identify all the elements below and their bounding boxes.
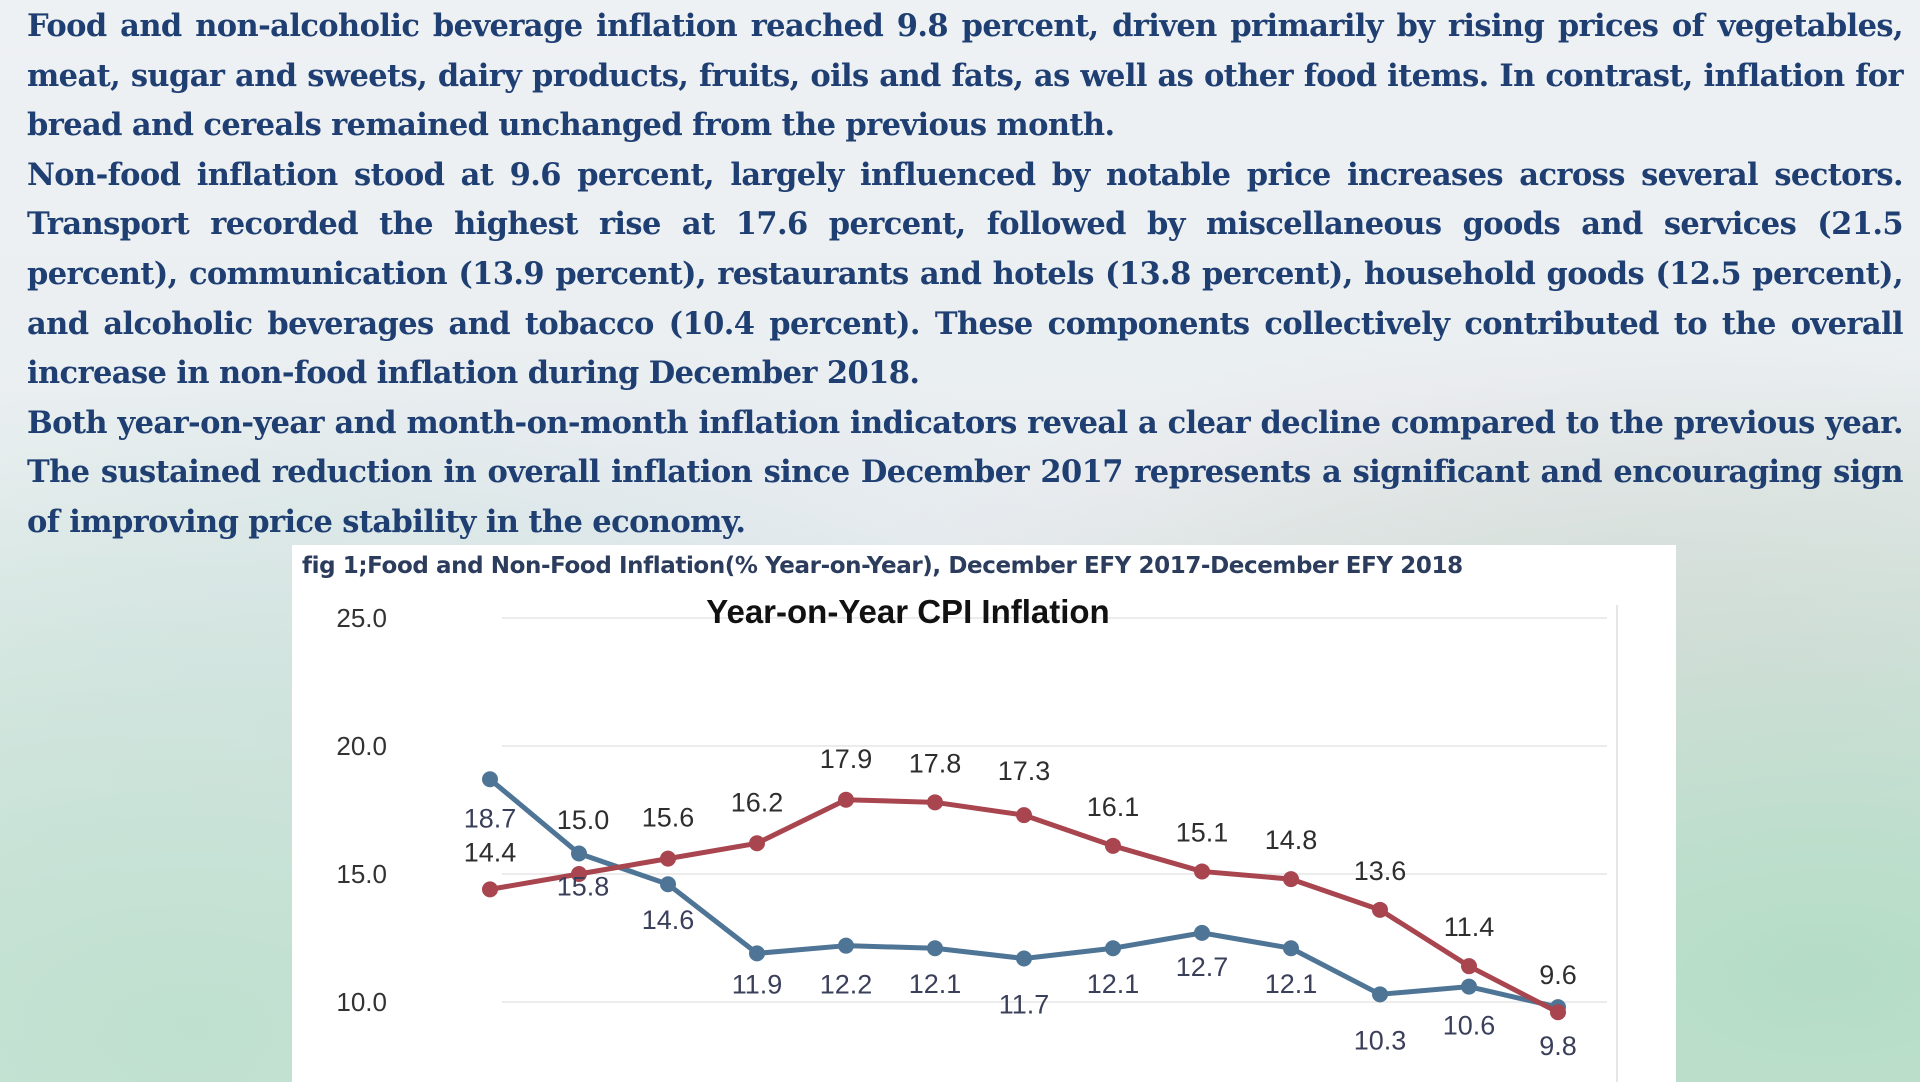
data-point	[1194, 924, 1210, 941]
data-point	[1461, 978, 1477, 995]
y-tick-label: 25.0	[336, 603, 387, 633]
data-point	[482, 881, 498, 898]
data-point	[660, 876, 676, 893]
data-point	[1016, 807, 1032, 824]
line-chart: 25.0 20.0 15.0 10.0 Year-on-Year CPI Inflat…	[336, 593, 1618, 1082]
data-point	[1283, 871, 1299, 888]
data-point	[1194, 863, 1210, 880]
series-group	[482, 771, 1566, 1021]
data-label: 11.9	[732, 969, 783, 999]
data-label: 12.7	[1176, 952, 1229, 982]
data-point	[660, 850, 676, 867]
data-label: 10.6	[1443, 1011, 1496, 1041]
y-tick-label: 10.0	[336, 987, 387, 1017]
data-label: 12.1	[909, 969, 962, 999]
data-label: 12.1	[1265, 969, 1318, 999]
data-point	[1016, 950, 1032, 967]
series-food	[482, 771, 1566, 1016]
data-label: 16.2	[731, 787, 784, 817]
data-labels: 18.7 15.8 14.6 11.9 12.2 12.1 11.7 12.1 12.7 12.1…	[464, 744, 1577, 1061]
series-non-food	[482, 791, 1566, 1021]
paragraph-inflation-trend: Both year-on-year and month-on-month inf…	[27, 404, 1904, 540]
data-label: 15.0	[557, 805, 610, 835]
data-point	[1105, 940, 1121, 957]
paragraph-nonfood-inflation: Non-food inflation stood at 9.6 percent,…	[27, 156, 1904, 392]
data-point	[1550, 1004, 1566, 1021]
data-label: 14.6	[642, 905, 695, 935]
data-label: 13.6	[1354, 856, 1407, 886]
y-tick-label: 15.0	[336, 859, 387, 889]
y-tick-label: 20.0	[336, 731, 387, 761]
figure-caption: fig 1;Food and Non-Food Inflation(% Year…	[302, 553, 1463, 579]
chart-card: fig 1;Food and Non-Food Inflation(% Year…	[292, 545, 1676, 1082]
data-label: 12.1	[1087, 969, 1140, 999]
paragraph-food-inflation: Food and non-alcoholic beverage inflatio…	[27, 8, 1904, 144]
data-label: 16.1	[1087, 792, 1140, 822]
data-point	[1105, 837, 1121, 854]
data-point	[927, 940, 943, 957]
data-point	[1372, 901, 1388, 918]
data-point	[1283, 940, 1299, 957]
data-label: 17.8	[909, 748, 962, 778]
data-label: 17.9	[820, 744, 873, 774]
data-point	[838, 791, 854, 808]
data-label: 15.6	[642, 803, 695, 833]
data-point	[571, 845, 587, 862]
y-axis-ticks: 25.0 20.0 15.0 10.0	[336, 603, 387, 1017]
data-label: 18.7	[464, 803, 517, 833]
data-point	[571, 866, 587, 882]
data-label: 9.8	[1539, 1031, 1577, 1061]
data-label: 14.8	[1265, 825, 1318, 855]
data-point	[927, 794, 943, 811]
data-point	[482, 771, 498, 788]
data-label: 9.6	[1539, 960, 1577, 990]
data-label: 17.3	[998, 756, 1051, 786]
data-label: 10.3	[1354, 1025, 1407, 1055]
report-text: Food and non-alcoholic beverage inflatio…	[27, 2, 1904, 548]
data-point	[838, 937, 854, 954]
data-label: 11.4	[1444, 912, 1495, 942]
data-point	[1461, 958, 1477, 975]
data-point	[1372, 986, 1388, 1003]
data-label: 12.2	[820, 970, 873, 1000]
gridlines	[502, 605, 1618, 1082]
data-label: 15.1	[1176, 817, 1229, 847]
data-point	[749, 835, 765, 852]
data-label: 15.8	[557, 872, 610, 902]
data-label: 11.7	[999, 989, 1050, 1019]
data-label: 14.4	[464, 837, 517, 867]
chart-title: Year-on-Year CPI Inflation	[706, 593, 1109, 630]
data-point	[749, 945, 765, 962]
